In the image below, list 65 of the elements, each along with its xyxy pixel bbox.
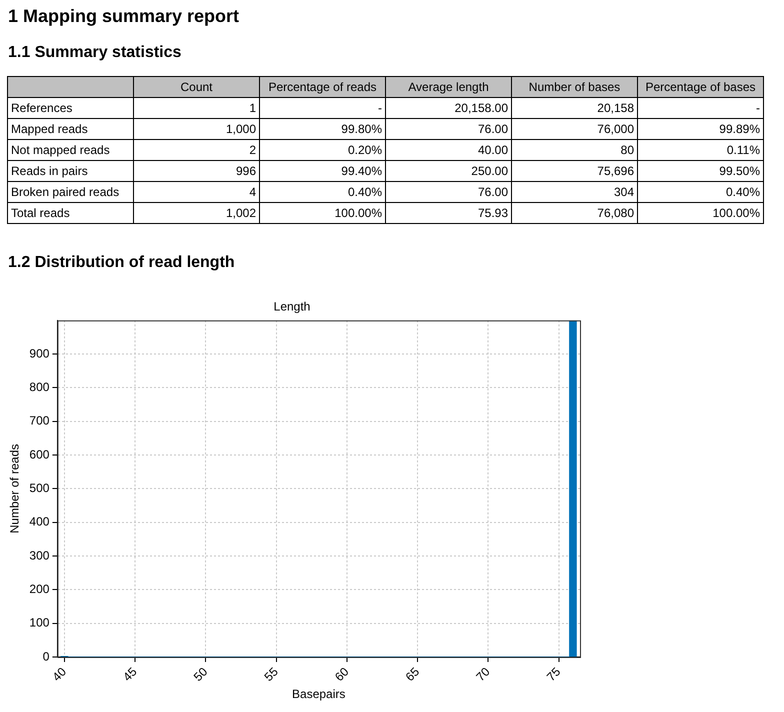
y-tick-label: 400: [29, 514, 50, 529]
y-axis-title: Number of reads: [8, 444, 22, 534]
y-tick-label: 900: [29, 346, 50, 360]
x-tick-label: 60: [332, 664, 352, 684]
category-label: Mapped reads: [11, 122, 88, 136]
x-tick-label: 50: [190, 664, 210, 684]
text: 99.50%: [719, 164, 760, 178]
text: 0.11%: [726, 143, 760, 157]
category-label: Broken paired reads: [11, 185, 120, 199]
y-tick-label: 600: [29, 447, 50, 462]
y-tick-label: 100: [29, 616, 50, 630]
text: -: [756, 101, 760, 115]
text: 304: [614, 185, 634, 199]
y-tick-label: 800: [29, 380, 50, 394]
text: 99.89%: [719, 122, 760, 136]
text: 99.80%: [341, 122, 382, 136]
text: 40.00: [478, 143, 508, 157]
text: 76.00: [478, 122, 508, 136]
category-label: Not mapped reads: [11, 143, 110, 157]
x-axis-title: Basepairs: [292, 687, 346, 702]
category-label: Number of bases: [512, 76, 638, 98]
text: 20,158.00: [454, 101, 508, 115]
text: 20,158: [597, 101, 634, 115]
text: 75,696: [597, 164, 634, 178]
text: 2: [249, 143, 256, 157]
category-label: Average length: [386, 76, 512, 98]
category-label: Count: [134, 76, 260, 98]
text: 1,000: [226, 122, 256, 136]
text: 1 Mapping summary report: [7, 5, 240, 28]
text: 1,002: [226, 206, 256, 220]
y-tick-label: 0: [42, 649, 50, 664]
x-tick-label: 45: [120, 664, 140, 684]
y-tick-label: 700: [29, 414, 50, 428]
category-label: Total reads: [11, 206, 70, 220]
text: 76,000: [597, 122, 634, 136]
x-tick-label: 65: [402, 664, 422, 684]
text: 996: [236, 164, 256, 178]
text: 80: [620, 143, 634, 157]
text: 0.40%: [348, 185, 382, 199]
text: 0.40%: [726, 185, 760, 199]
text: 1.1 Summary statistics: [7, 43, 182, 63]
text: 76,080: [597, 206, 634, 220]
category-label: References: [11, 101, 72, 115]
text: 0.20%: [348, 143, 382, 157]
category-label: Percentage of bases: [638, 76, 764, 98]
text: 4: [249, 185, 256, 199]
text: 1.2 Distribution of read length: [7, 253, 236, 273]
category-label: Percentage of reads: [260, 76, 386, 98]
y-tick-label: 300: [29, 548, 50, 562]
text: -: [378, 101, 382, 115]
text: 250.00: [471, 164, 508, 178]
y-tick-label: 200: [29, 582, 50, 596]
text: 1: [249, 101, 256, 115]
category-label: Reads in pairs: [11, 164, 88, 178]
text: 100.00%: [712, 206, 760, 220]
text: 99.40%: [341, 164, 382, 178]
x-tick-label: 55: [261, 664, 282, 684]
text: 75.93: [478, 206, 508, 220]
x-tick-label: 40: [50, 664, 70, 684]
y-tick-label: 500: [29, 481, 50, 495]
text: 76.00: [478, 185, 508, 199]
x-tick-label: 75: [544, 664, 564, 684]
x-tick-label: 70: [473, 664, 493, 684]
text: 100.00%: [334, 206, 382, 220]
chart-title: Length: [274, 300, 310, 314]
